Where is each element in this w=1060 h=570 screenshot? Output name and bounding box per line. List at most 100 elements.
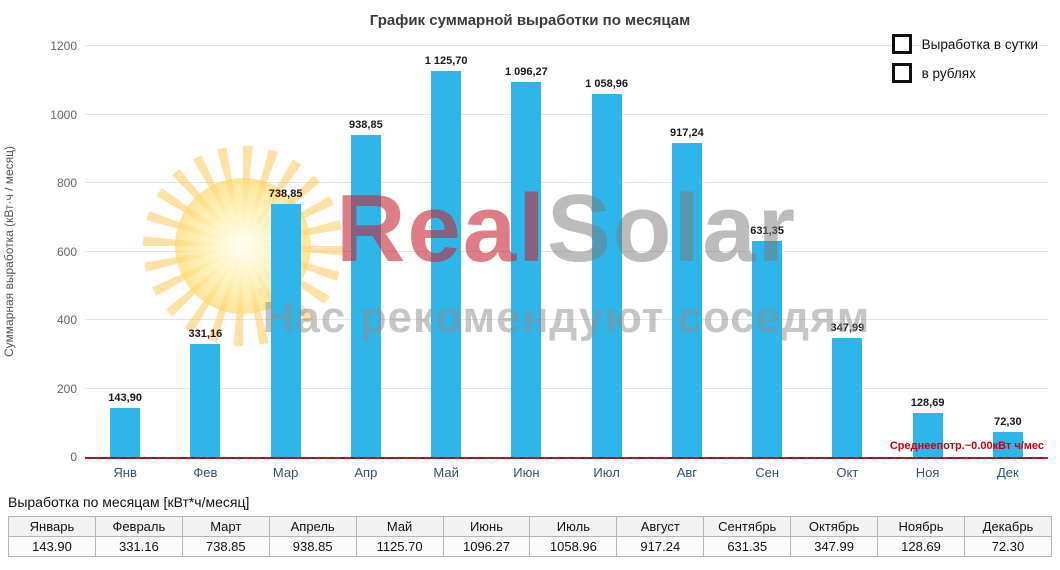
bar-value-label: 917,24 bbox=[670, 126, 704, 139]
legend-label-daily: Выработка в сутки bbox=[921, 36, 1038, 52]
plot-area: 143,90 331,16 738,85 938,85 1 125,70 1 096,27… bbox=[85, 45, 1048, 459]
x-tick-label: Окт bbox=[836, 465, 859, 480]
x-tick-label: Дек bbox=[997, 465, 1019, 480]
legend-checkbox-daily-icon[interactable] bbox=[891, 34, 912, 54]
x-axis-labels: Янв Фев Мар Апр Май Июн Июл Авг Сен Окт Ноя Дек bbox=[85, 465, 1048, 480]
table-value-cell: 1125.70 bbox=[355, 536, 444, 557]
y-tick-label: 0 bbox=[70, 450, 77, 464]
table-month-cell: Январь bbox=[8, 516, 96, 537]
y-axis-title: Суммарная выработка (кВт·ч / месяц) bbox=[2, 145, 16, 358]
bar-value-label: 631,35 bbox=[750, 224, 784, 237]
x-tick-label: Май bbox=[433, 465, 459, 480]
gridline bbox=[85, 45, 1048, 46]
chart-legend: Выработка в сутки в рублях bbox=[891, 34, 1038, 83]
bar-value-label: 1 058,96 bbox=[585, 78, 629, 91]
bar-slot: 917,24 bbox=[647, 46, 727, 457]
bar-value-label: 738,85 bbox=[268, 187, 303, 200]
y-tick-label: 1000 bbox=[50, 107, 77, 122]
bar-slot: 347,99 bbox=[807, 46, 887, 457]
table-months-row: Январь Февраль Март Апрель Май Июнь Июль Август… bbox=[8, 516, 1053, 537]
x-tick-label: Янв bbox=[113, 465, 137, 480]
table-month-cell: Февраль bbox=[94, 516, 183, 537]
gridline bbox=[85, 113, 1048, 115]
bar bbox=[190, 343, 221, 457]
bar-slot: 1 058,96 bbox=[567, 46, 647, 457]
x-tick-label: Фев bbox=[193, 465, 218, 480]
bar bbox=[270, 203, 301, 457]
bar bbox=[832, 337, 863, 457]
table-month-cell: Июнь bbox=[442, 516, 531, 537]
bar-slot: 331,16 bbox=[165, 46, 245, 457]
table-values-row: 143.90 331.16 738.85 938.85 1125.70 1096.27 10… bbox=[8, 536, 1053, 557]
table-month-cell: Июль bbox=[529, 516, 618, 537]
y-tick-label: 1200 bbox=[50, 39, 77, 53]
bar-value-label: 143,90 bbox=[108, 391, 142, 404]
x-tick-label: Апр bbox=[354, 465, 378, 480]
bars-row: 143,90 331,16 738,85 938,85 1 125,70 1 096,27… bbox=[85, 46, 1048, 457]
bar-slot: 143,90 bbox=[85, 46, 165, 457]
y-tick-label: 800 bbox=[56, 176, 77, 191]
x-tick-label: Сен bbox=[755, 465, 780, 480]
table-value-cell: 128.69 bbox=[877, 536, 965, 557]
grid-layer bbox=[85, 45, 1048, 457]
table-value-cell: 1058.96 bbox=[529, 536, 618, 557]
bar bbox=[912, 412, 943, 457]
x-tick-label: Мар bbox=[272, 465, 299, 480]
table-value-cell: 143.90 bbox=[8, 536, 96, 557]
x-axis-spacer bbox=[0, 465, 85, 480]
bar-value-label: 347,99 bbox=[830, 321, 865, 334]
bar-slot: 128,69 bbox=[888, 46, 968, 457]
x-tick-label: Ноя bbox=[915, 465, 940, 480]
table-month-cell: Май bbox=[355, 516, 444, 537]
table-month-cell: Сентябрь bbox=[703, 516, 792, 537]
table-value-cell: 738.85 bbox=[181, 536, 270, 557]
table-month-cell: Ноябрь bbox=[877, 516, 965, 537]
bar-value-label: 331,16 bbox=[188, 327, 223, 340]
table-value-cell: 331.16 bbox=[94, 536, 183, 557]
bar-slot: 1 096,27 bbox=[486, 46, 566, 457]
legend-item-daily[interactable]: Выработка в сутки bbox=[891, 34, 1038, 54]
table-value-cell: 1096.27 bbox=[442, 536, 531, 557]
bar bbox=[671, 142, 702, 457]
bar-slot: 1 125,70 bbox=[406, 46, 486, 457]
table-value-cell: 72.30 bbox=[963, 536, 1053, 557]
bar-value-label: 1 096,27 bbox=[504, 65, 548, 78]
bar-value-label: 938,85 bbox=[349, 119, 383, 132]
monthly-table: Январь Февраль Март Апрель Май Июнь Июль Август… bbox=[8, 516, 1053, 557]
x-axis: Янв Фев Мар Апр Май Июн Июл Авг Сен Окт Ноя Дек bbox=[0, 465, 1060, 480]
bar bbox=[992, 432, 1023, 457]
table-value-cell: 347.99 bbox=[790, 536, 879, 557]
x-tick-label: Авг bbox=[676, 465, 698, 480]
bar bbox=[591, 94, 622, 457]
x-tick-label: Июл bbox=[593, 465, 620, 480]
table-caption: Выработка по месяцам [кВт*ч/месяц] bbox=[8, 494, 250, 510]
gridline bbox=[85, 182, 1048, 184]
table-month-cell: Апрель bbox=[268, 516, 357, 537]
legend-label-rubles: в рублях bbox=[921, 65, 976, 81]
average-consumption-line bbox=[85, 457, 1048, 459]
chart-body: Суммарная выработка (кВт·ч / месяц) 0 200… bbox=[0, 39, 1060, 464]
bar bbox=[511, 81, 542, 457]
bar-value-label: 72,30 bbox=[994, 416, 1022, 429]
x-tick-label: Июн bbox=[513, 465, 540, 480]
legend-checkbox-rubles-icon[interactable] bbox=[891, 63, 912, 83]
y-axis-ticks: 0 200 400 600 800 1000 1200 bbox=[33, 39, 77, 464]
y-tick-label: 600 bbox=[56, 244, 77, 259]
legend-item-rubles[interactable]: в рублях bbox=[891, 63, 1038, 83]
table-month-cell: Март bbox=[181, 516, 270, 537]
bar-slot: 938,85 bbox=[326, 46, 406, 457]
table-value-cell: 917.24 bbox=[616, 536, 705, 557]
bar bbox=[752, 240, 783, 457]
bar-value-label: 1 125,70 bbox=[424, 55, 468, 68]
y-tick-label: 200 bbox=[56, 381, 77, 396]
bar bbox=[350, 135, 381, 457]
chart-title: График суммарной выработки по месяцам bbox=[369, 12, 691, 29]
bar-slot: 738,85 bbox=[246, 46, 326, 457]
bar-slot: 72,30 bbox=[968, 46, 1048, 457]
gridline bbox=[85, 250, 1048, 252]
table-month-cell: Декабрь bbox=[963, 516, 1053, 537]
y-axis: Суммарная выработка (кВт·ч / месяц) 0 200… bbox=[0, 39, 85, 464]
gridline bbox=[85, 387, 1048, 389]
table-month-cell: Октябрь bbox=[790, 516, 879, 537]
